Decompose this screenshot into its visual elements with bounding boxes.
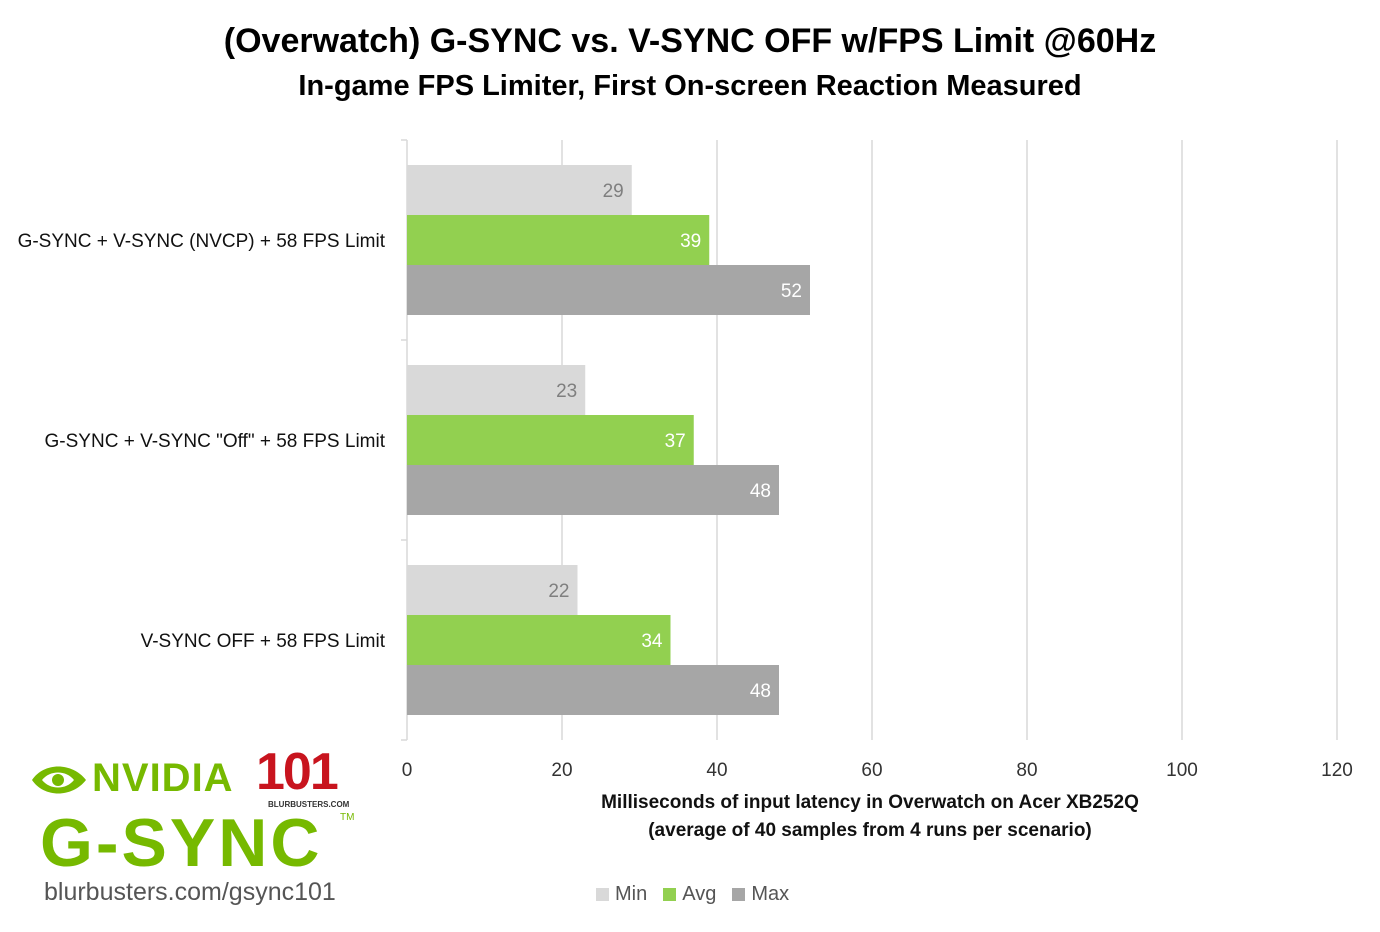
bar-min: [407, 565, 578, 615]
legend: Min Avg Max: [596, 883, 789, 906]
x-tick-label: 120: [1321, 760, 1353, 781]
data-label-max: 48: [750, 681, 771, 702]
chart-title: (Overwatch) G-SYNC vs. V-SYNC OFF w/FPS …: [223, 22, 1157, 60]
logo-url: blurbusters.com/gsync101: [44, 878, 336, 906]
bar-max: [407, 265, 810, 315]
x-tick-label: 100: [1166, 760, 1198, 781]
legend-swatch-avg: [663, 888, 677, 901]
legend-item-min: Min: [596, 883, 647, 906]
x-tick-label: 20: [551, 760, 572, 781]
data-label-avg: 39: [680, 231, 701, 252]
legend-swatch-min: [596, 888, 609, 901]
x-axis-label-note: (average of 40 samples from 4 runs per s…: [648, 820, 1092, 841]
data-label-max: 48: [750, 481, 771, 502]
x-tick-label: 0: [402, 760, 413, 781]
x-tick-label: 40: [706, 760, 727, 781]
data-label-min: 29: [603, 181, 624, 202]
nvidia-eye-icon: [32, 766, 86, 794]
bar-avg: [407, 415, 694, 465]
legend-label-min: Min: [615, 883, 648, 905]
x-tick-label: 60: [861, 760, 882, 781]
legend-item-max: Max: [732, 883, 789, 906]
legend-label-avg: Avg: [682, 883, 717, 905]
category-label: G-SYNC + V-SYNC (NVCP) + 58 FPS Limit: [18, 231, 386, 252]
bar-max: [407, 465, 779, 515]
legend-label-max: Max: [751, 883, 790, 905]
x-axis-label: Milliseconds of input latency in Overwat…: [601, 792, 1139, 813]
legend-swatch-max: [732, 888, 746, 901]
bar-min: [407, 365, 586, 415]
data-label-avg: 37: [665, 431, 686, 452]
bar-max: [407, 665, 779, 715]
chart-subtitle: In-game FPS Limiter, First On-screen Rea…: [298, 70, 1082, 102]
logo-101-badge: 101: [256, 743, 339, 801]
data-label-min: 23: [556, 381, 577, 402]
bar-avg: [407, 615, 671, 665]
bar-avg: [407, 215, 710, 265]
data-label-max: 52: [781, 281, 802, 302]
logo-trademark: TM: [340, 812, 355, 823]
logo-nvidia-text: NVIDIA: [92, 756, 234, 800]
category-label: V-SYNC OFF + 58 FPS Limit: [141, 631, 386, 652]
legend-item-avg: Avg: [663, 883, 716, 906]
logo-gsync-text: G-SYNC: [40, 805, 323, 881]
x-tick-label: 80: [1016, 760, 1037, 781]
nvidia-gsync-101-logo: NVIDIA 101 BLURBUSTERS.COM G-SYNC TM blu…: [28, 743, 368, 918]
logo-blurbusters-small: BLURBUSTERS.COM: [268, 800, 350, 809]
bar-min: [407, 165, 632, 215]
category-label: G-SYNC + V-SYNC "Off" + 58 FPS Limit: [45, 431, 386, 452]
data-label-min: 22: [548, 581, 569, 602]
data-label-avg: 34: [641, 631, 663, 652]
